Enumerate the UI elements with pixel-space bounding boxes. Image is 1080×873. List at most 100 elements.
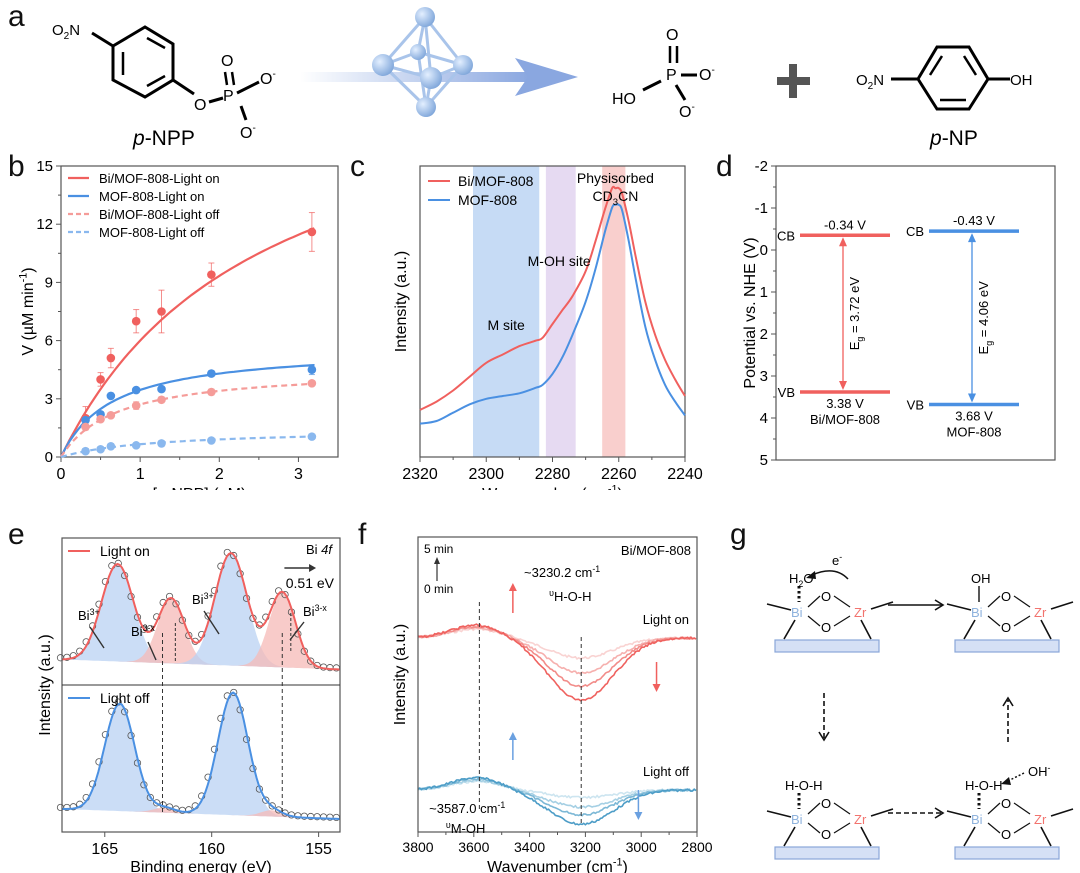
- legend-label: Light off: [100, 690, 150, 706]
- metal-bi: Bi: [791, 605, 803, 620]
- data-point: [207, 436, 216, 445]
- bandgap-label-part: E: [847, 341, 862, 350]
- electron-transfer-arrow: [811, 570, 849, 580]
- bandgap-label-part: = 3.72 eV: [847, 277, 862, 337]
- peak-label-bi3minusx-1-part: Bi: [131, 624, 143, 639]
- data-point: [210, 586, 219, 595]
- data-point: [268, 802, 276, 810]
- peak-label-bi3plus-1-part: Bi: [78, 608, 90, 623]
- bond: [807, 595, 821, 608]
- data-point: [210, 745, 219, 753]
- data-point: [131, 401, 141, 410]
- bridge-oxygen: O: [821, 796, 831, 811]
- xps-light-on: Light on: [56, 543, 341, 672]
- y-axis-label-part: V (µM min: [20, 282, 37, 355]
- legend-label: Bi/MOF-808: [458, 173, 534, 189]
- data-point: [157, 395, 166, 405]
- p-np-label: p-NP: [929, 127, 978, 150]
- state-hydroxide-attack: Bi Zr O O H-O-H: [946, 778, 1074, 860]
- data-point: [106, 442, 116, 451]
- peak-fill-Bi3: [62, 553, 340, 670]
- x-tick-label: 155: [305, 841, 332, 858]
- bond: [223, 71, 229, 86]
- p-np-nitro-n: N: [873, 72, 884, 89]
- data-point: [207, 270, 216, 279]
- band-label-physisorbed: Physisorbed: [577, 170, 654, 186]
- o-minus-1-atom: O: [260, 71, 272, 88]
- state-hydroxyl-bound: Bi Zr O O OH: [946, 571, 1074, 653]
- hydroxide-arrow-head: [1001, 777, 1011, 785]
- vb-value: 3.38 V: [826, 396, 864, 411]
- xps-bi4f-chart: Light on Light off 165 160 155 Binding energy…: [37, 537, 341, 873]
- bond: [1040, 826, 1052, 847]
- gap-arrow-head: [839, 237, 847, 247]
- material-label: Bi/MOF-808: [810, 412, 880, 427]
- metal-bi: Bi: [791, 812, 803, 827]
- adsorbate-label-part: 2: [798, 579, 803, 589]
- data-point: [63, 653, 71, 661]
- bridge-oxygen: O: [821, 589, 831, 604]
- panel-label-d: d: [716, 150, 733, 183]
- label-arrow: [147, 641, 157, 661]
- mode-label-m-oh-part: M-OH: [451, 821, 486, 836]
- p-npp-label: p-NPP: [132, 127, 195, 150]
- legend-label: Bi/MOF-808-Light off: [99, 207, 220, 222]
- x-axis-label: Wavenumber (cm-1): [482, 484, 623, 490]
- y-tick-label: 2: [760, 326, 768, 343]
- x-tick-label: 2: [215, 466, 224, 483]
- y-axis-label: Intensity (a.u.): [37, 634, 54, 735]
- bond: [783, 619, 796, 640]
- x-axis-label-part: Wavenumber (cm: [482, 486, 608, 490]
- bandgap-label: Eg = 3.72 eV: [847, 277, 865, 351]
- drifts-cd3cn-chart: 2320 2300 2280 2260 2240 Wavenumber (cm-1) Int…: [393, 165, 703, 490]
- p-npp-prefix: p: [132, 127, 145, 150]
- data-point: [157, 307, 166, 316]
- shift-arrow-head: [309, 564, 317, 572]
- x-tick-label: 3000: [626, 839, 657, 855]
- adsorbate-label: OH: [971, 571, 991, 586]
- data-point: [262, 796, 270, 804]
- x-tick-label: 2260: [601, 466, 637, 483]
- cb-label: CB: [777, 228, 795, 243]
- peak-annotation-h-o-h-part: ~3230.2 cm: [524, 565, 592, 580]
- bond: [642, 79, 662, 92]
- time-arrow-head: [434, 557, 440, 564]
- y-tick-label: 9: [45, 274, 53, 291]
- bandgap-label: Eg = 4.06 eV: [976, 281, 994, 355]
- envelope-fit: [61, 691, 341, 820]
- bond: [766, 603, 792, 611]
- peak-fill-Bi3x: [62, 592, 340, 670]
- panel-label-f: f: [358, 518, 367, 551]
- band-m-site: [473, 166, 540, 457]
- x-axis-label: [p-NPP] (µM): [153, 486, 247, 490]
- envelope-fit: [61, 551, 341, 671]
- band-label-m-oh-site: M-OH site: [528, 253, 591, 269]
- adsorbate-label-part: H: [789, 571, 798, 586]
- adsorbate-label-part: O: [803, 571, 813, 586]
- fit-curve: [60, 227, 315, 458]
- bond: [1013, 615, 1031, 627]
- data-point: [207, 387, 216, 397]
- bridge-oxygen: O: [821, 620, 831, 635]
- fit-curve: [60, 382, 315, 458]
- shift-label: 0.51 eV: [286, 575, 335, 591]
- spectrum-title-orbital: 4f: [321, 542, 333, 557]
- x-tick-label: 2300: [468, 466, 504, 483]
- x-tick-label: 2240: [667, 466, 703, 483]
- legend-label: MOF-808-Light on: [99, 189, 205, 204]
- label-arrow: [289, 621, 305, 641]
- spectrum-trace: [417, 779, 697, 800]
- spectrum-title: Bi 4f: [306, 542, 333, 557]
- phosphate-p: P: [666, 67, 677, 84]
- mode-label-m-oh: υM-OH: [446, 820, 486, 836]
- label-arrow: [203, 610, 220, 635]
- transition-arrow-head: [934, 807, 945, 819]
- panel-label-c: c: [350, 150, 365, 183]
- cb-value: -0.34 V: [824, 217, 866, 232]
- data-point: [95, 758, 103, 766]
- bond: [962, 55, 978, 76]
- data-point: [106, 410, 116, 420]
- data-point: [95, 600, 103, 608]
